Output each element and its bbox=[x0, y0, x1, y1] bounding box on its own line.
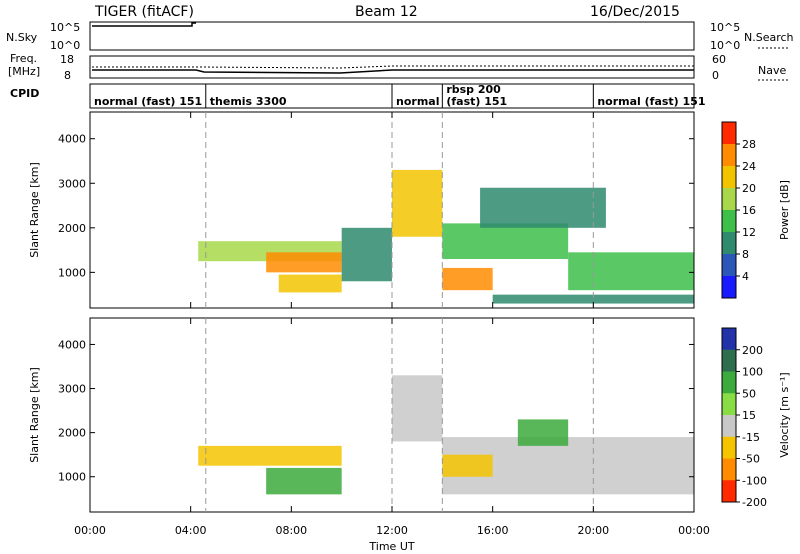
nsearch-tick-top: 10^5 bbox=[710, 21, 740, 34]
colorbar-title: Velocity [m s⁻¹] bbox=[778, 372, 791, 457]
mode-label: normal (fast) 151 bbox=[94, 95, 202, 108]
nsky-trace bbox=[92, 22, 196, 27]
x-axis-title: Time UT bbox=[368, 540, 414, 553]
x-tick-label: 04:00 bbox=[175, 524, 207, 537]
colorbar-segment bbox=[722, 328, 736, 351]
colorbar-title: Power [dB] bbox=[778, 180, 791, 240]
y-tick-label: 3000 bbox=[58, 177, 86, 190]
mode-label: themis 3300 bbox=[210, 95, 287, 108]
mode-sublabel: (fast) 151 bbox=[446, 95, 507, 108]
y-axis-title: Slant Range [km] bbox=[28, 367, 41, 463]
colorbar-tick-label: 12 bbox=[742, 226, 756, 239]
colorbar-tick-label: -200 bbox=[742, 496, 767, 509]
mode-label: normal bbox=[396, 95, 439, 108]
nave-trace bbox=[92, 65, 694, 69]
data-band bbox=[266, 467, 342, 495]
y-tick-label: 2000 bbox=[58, 427, 86, 440]
colorbar-segment bbox=[722, 415, 736, 438]
colorbar-tick-label: 50 bbox=[742, 387, 756, 400]
colorbar-segment bbox=[722, 188, 736, 211]
x-tick-label: 00:00 bbox=[678, 524, 710, 537]
colorbar-tick-label: 16 bbox=[742, 204, 756, 217]
data-band bbox=[392, 375, 443, 442]
colorbar-tick-label: 200 bbox=[742, 344, 763, 357]
y-axis-title: Slant Range [km] bbox=[28, 162, 41, 258]
colorbar-tick-label: -50 bbox=[742, 453, 760, 466]
y-tick-label: 1000 bbox=[58, 266, 86, 279]
freq-tick-top: 18 bbox=[60, 53, 74, 66]
y-tick-label: 4000 bbox=[58, 133, 86, 146]
freq-unit: [MHz] bbox=[8, 65, 40, 78]
data-band bbox=[392, 169, 443, 237]
freq-tick-bottom: 8 bbox=[64, 69, 71, 82]
x-tick-label: 20:00 bbox=[577, 524, 609, 537]
nsky-label: N.Sky bbox=[6, 31, 38, 44]
x-tick-label: 08:00 bbox=[275, 524, 307, 537]
freq-panel bbox=[89, 55, 695, 79]
colorbar-segment bbox=[722, 480, 736, 503]
colorbar-segment bbox=[722, 371, 736, 394]
data-band bbox=[278, 274, 342, 293]
colorbar-segment bbox=[722, 232, 736, 255]
mode-label: normal (fast) 151 bbox=[597, 95, 705, 108]
freq-trace bbox=[92, 69, 694, 74]
y-tick-label: 4000 bbox=[58, 338, 86, 351]
colorbar-segment bbox=[722, 254, 736, 277]
colorbar-tick-label: 8 bbox=[742, 248, 749, 261]
colorbar-segment bbox=[722, 436, 736, 459]
cpid-modes: normal (fast) 151 themis 3300 normal rbsp 2… bbox=[94, 83, 706, 108]
nsky-tick-bottom: 10^0 bbox=[50, 39, 80, 52]
velocity-panel: 1000 2000 3000 4000 00:00 04:00 08:00 12:00 16:0… bbox=[28, 317, 791, 537]
x-tick-label: 00:00 bbox=[74, 524, 106, 537]
data-band bbox=[517, 419, 569, 446]
nsky-panel bbox=[89, 21, 695, 51]
y-tick-label: 2000 bbox=[58, 222, 86, 235]
colorbar-tick-label: 28 bbox=[742, 138, 756, 151]
nave-label: Nave bbox=[758, 64, 786, 77]
y-tick-label: 3000 bbox=[58, 383, 86, 396]
data-band bbox=[480, 187, 606, 228]
plot-title: TIGER (fitACF) bbox=[94, 4, 194, 20]
colorbar-tick-label: 100 bbox=[742, 366, 763, 379]
colorbar-segment bbox=[722, 166, 736, 189]
data-band bbox=[442, 454, 493, 477]
cpid-label: CPID bbox=[10, 87, 39, 100]
colorbar-tick-label: 20 bbox=[742, 182, 756, 195]
colorbar-segment bbox=[722, 210, 736, 233]
colorbar-segment bbox=[722, 276, 736, 299]
colorbar-tick-label: -15 bbox=[742, 431, 760, 444]
nsearch-label: N.Search bbox=[744, 31, 794, 44]
data-band bbox=[341, 227, 392, 282]
colorbar-segment bbox=[722, 122, 736, 145]
data-band bbox=[492, 294, 694, 304]
y-tick-label: 1000 bbox=[58, 471, 86, 484]
beam-label: Beam 12 bbox=[355, 4, 418, 20]
colorbar-segment bbox=[722, 393, 736, 416]
data-band bbox=[266, 252, 342, 273]
nsearch-tick-bottom: 10^0 bbox=[710, 39, 740, 52]
colorbar-segment bbox=[722, 349, 736, 372]
nave-tick-bottom: 0 bbox=[712, 69, 719, 82]
colorbar-segment bbox=[722, 144, 736, 167]
date-label: 16/Dec/2015 bbox=[590, 4, 680, 20]
x-tick-label: 16:00 bbox=[477, 524, 509, 537]
freq-label: Freq. bbox=[10, 52, 37, 65]
data-band bbox=[442, 223, 569, 259]
x-tick-label: 12:00 bbox=[376, 524, 408, 537]
colorbar-tick-label: 24 bbox=[742, 160, 756, 173]
colorbar-tick-label: 15 bbox=[742, 409, 756, 422]
data-band bbox=[568, 252, 694, 291]
data-band bbox=[198, 445, 342, 466]
nsky-tick-top: 10^5 bbox=[50, 21, 80, 34]
power-panel: 1000 2000 3000 4000 Slant Range [km] 4 8 12 16 20… bbox=[28, 111, 791, 309]
mode-label: rbsp 200 bbox=[446, 83, 501, 96]
nave-tick-top: 60 bbox=[712, 53, 726, 66]
data-band bbox=[442, 267, 493, 291]
colorbar-segment bbox=[722, 458, 736, 481]
colorbar-tick-label: 4 bbox=[742, 270, 749, 283]
colorbar-tick-label: -100 bbox=[742, 474, 767, 487]
